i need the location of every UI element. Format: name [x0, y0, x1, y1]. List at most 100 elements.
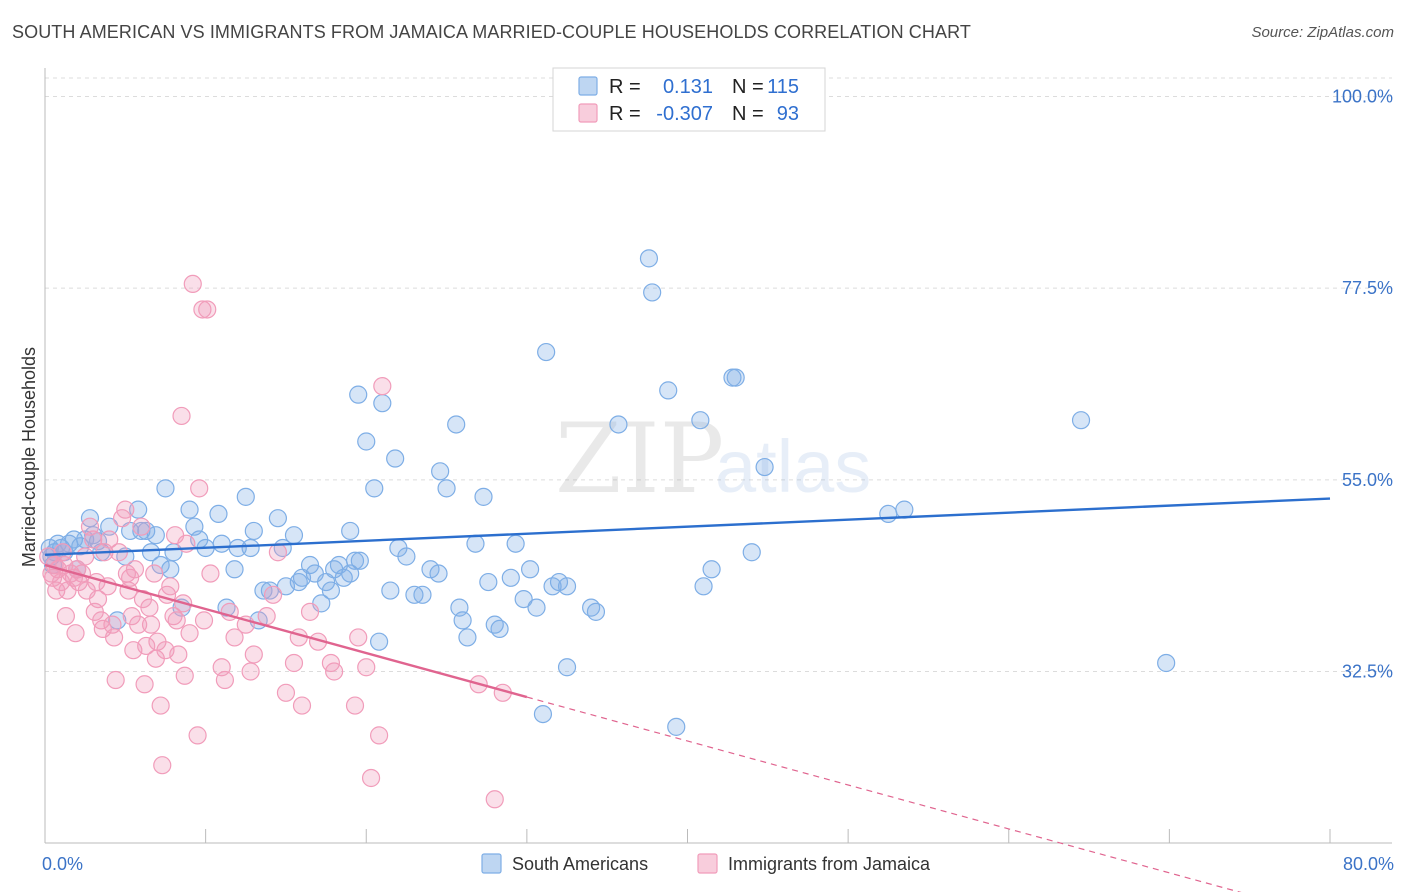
x-tick-label-min: 0.0% — [42, 854, 83, 874]
legend-swatch-immigrants-from-jamaica — [578, 103, 598, 123]
x-tick-label-max: 80.0% — [1343, 854, 1394, 874]
south-americans-point — [694, 577, 713, 596]
jamaica-immigrants-point — [167, 611, 186, 630]
series-immigrants-from-jamaica — [39, 274, 512, 809]
south-americans-point — [474, 487, 493, 506]
jamaica-immigrants-point — [188, 726, 207, 745]
south-americans-point — [557, 658, 577, 677]
jamaica-immigrants-point — [201, 564, 220, 583]
south-americans-point — [557, 577, 577, 596]
jamaica-immigrants-point — [76, 547, 95, 566]
south-americans-point — [254, 581, 273, 600]
jamaica-immigrants-point — [198, 300, 217, 319]
jamaica-immigrants-point — [129, 615, 148, 634]
south-americans-point — [370, 632, 389, 651]
south-americans-point — [132, 521, 151, 541]
south-americans-point — [609, 415, 628, 434]
jamaica-immigrants-point — [373, 377, 392, 396]
south-americans-point — [225, 560, 244, 579]
jamaica-immigrants-point — [190, 479, 209, 498]
south-americans-point — [755, 457, 774, 477]
y-tick-label: 55.0% — [1342, 470, 1393, 490]
jamaica-immigrants-point — [215, 670, 234, 690]
legend-r-value-2: -0.307 — [656, 103, 713, 125]
south-americans-point — [447, 415, 466, 434]
jamaica-immigrants-point — [140, 598, 159, 617]
south-americans-point — [244, 521, 263, 541]
south-americans-point — [490, 619, 509, 639]
jamaica-immigrants-point — [268, 543, 288, 562]
jamaica-immigrants-point — [153, 756, 172, 775]
south-americans-point — [268, 509, 288, 528]
south-americans-point — [479, 572, 498, 592]
south-americans-point — [180, 500, 199, 519]
y-axis-label: Married-couple Households — [19, 347, 39, 567]
south-americans-point — [357, 432, 376, 451]
south-americans-point — [667, 717, 686, 736]
legend-box — [552, 67, 826, 132]
jamaica-immigrants-point — [104, 628, 124, 647]
jamaica-immigrants-point — [161, 577, 180, 596]
jamaica-immigrants-point — [183, 274, 202, 294]
trend-line-jamaica-extension — [526, 696, 1242, 892]
legend-stats: R = 0.131 N = 115 R = -0.307 N = 93 — [552, 67, 826, 132]
south-americans-point — [386, 449, 405, 468]
south-americans-point — [349, 385, 368, 404]
jamaica-immigrants-point — [345, 696, 365, 715]
south-americans-point — [527, 598, 546, 617]
jamaica-immigrants-point — [169, 645, 188, 664]
south-americans-point — [321, 581, 341, 600]
jamaica-immigrants-point — [100, 530, 119, 549]
y-tick-label: 100.0% — [1332, 87, 1393, 107]
jamaica-immigrants-point — [349, 628, 368, 647]
legend-n-label-1: N = — [732, 76, 764, 98]
south-americans-point — [639, 249, 659, 268]
south-americans-point — [514, 589, 533, 609]
jamaica-immigrants-point — [172, 406, 191, 426]
south-americans-point — [341, 521, 360, 541]
jamaica-immigrants-point — [225, 628, 244, 647]
jamaica-immigrants-point — [135, 675, 154, 694]
south-americans-point — [1157, 653, 1176, 673]
jamaica-immigrants-point — [106, 670, 125, 690]
jamaica-immigrants-point — [284, 653, 304, 673]
source-label: Source: ZipAtlas.com — [1251, 24, 1394, 41]
south-americans-point — [879, 504, 898, 524]
south-americans-point — [236, 487, 255, 506]
jamaica-immigrants-point — [121, 568, 140, 587]
jamaica-immigrants-point — [325, 662, 344, 681]
south-americans-point — [726, 368, 745, 387]
south-americans-point — [742, 543, 761, 562]
south-americans-point — [228, 538, 247, 558]
jamaica-immigrants-point — [180, 624, 199, 643]
jamaica-immigrants-point — [263, 585, 283, 604]
y-tick-label: 77.5% — [1342, 278, 1393, 298]
south-americans-point — [506, 534, 525, 553]
south-americans-point — [300, 555, 320, 575]
south-americans-point — [659, 381, 678, 400]
legend-swatch-south-americans — [578, 76, 598, 96]
jamaica-immigrants-point — [361, 768, 381, 788]
legend-item-south-americans: South Americans — [512, 854, 648, 874]
jamaica-immigrants-point — [116, 500, 135, 519]
south-americans-point — [156, 479, 175, 498]
trend-lines — [44, 497, 1331, 892]
south-americans-point — [501, 568, 520, 587]
x-tick-marks — [205, 829, 1331, 843]
jamaica-immigrants-point — [137, 636, 156, 656]
south-americans-point — [413, 585, 432, 604]
y-tick-label: 32.5% — [1342, 662, 1393, 682]
south-americans-point — [895, 500, 914, 519]
jamaica-immigrants-point — [194, 611, 214, 630]
south-americans-point — [431, 462, 450, 481]
watermark: ZIP atlas — [555, 403, 871, 515]
legend-n-label-2: N = — [732, 103, 764, 125]
jamaica-immigrants-point — [132, 517, 151, 536]
south-americans-point — [350, 551, 369, 570]
south-americans-point — [537, 342, 556, 362]
jamaica-immigrants-point — [145, 564, 164, 583]
trend-line-south-americans — [44, 497, 1331, 556]
south-americans-point — [533, 704, 553, 724]
south-americans-point — [373, 394, 392, 413]
